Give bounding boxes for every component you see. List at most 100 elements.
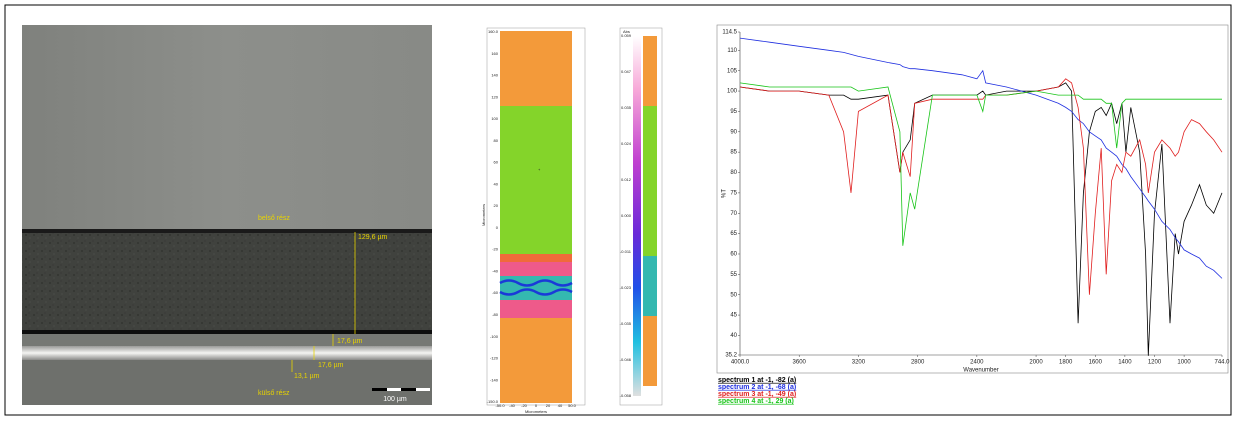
y-tick-label: 114.5 [722, 30, 737, 36]
map-region [643, 36, 657, 106]
edge [22, 330, 432, 334]
y-tick-label: 35.2 [725, 353, 737, 359]
colorbar-tick: 0.012 [621, 177, 632, 182]
map-x-tick: -20 [521, 403, 528, 408]
x-tick-label: 4000.0 [731, 360, 750, 366]
colorbar-tick: -0.011 [620, 249, 632, 254]
map-y-tick: -140 [490, 377, 499, 382]
chart: 35.2 40 45 50 55 60 65 70 75 80 85 90 95 100 105 110 114… [718, 30, 1230, 405]
map-region [500, 300, 572, 318]
frame [4, 4, 1232, 416]
measure-label: 17,6 µm [337, 338, 363, 345]
ir-map: + Micrometers Micrometers Abs 160.0 160 14… [481, 27, 663, 414]
substrate [22, 360, 432, 405]
map-y-tick: -150.0 [487, 399, 499, 404]
x-tick-label: 3200 [852, 360, 866, 366]
y-tick-label: 70 [730, 211, 737, 217]
map-y-tick: 160 [491, 51, 498, 56]
coating-surface [22, 25, 432, 230]
map-region [500, 106, 572, 258]
label: külső rész [258, 390, 290, 397]
map-region [500, 254, 572, 262]
axis-label: Micrometers [481, 204, 486, 226]
metal-strip [22, 346, 432, 360]
y-tick-label: 85 [730, 150, 737, 156]
label: belső rész [258, 215, 290, 222]
spectrum-line [739, 37, 1223, 279]
measure-label: 129,6 µm [358, 234, 387, 241]
x-tick-label: 1000 [1177, 360, 1191, 366]
spectrum-line [739, 78, 1223, 295]
x-tick-label: 3600 [793, 360, 807, 366]
x-tick-label: 744.0 [1214, 360, 1230, 366]
map-region [643, 256, 657, 316]
x-tick-label: 1400 [1118, 360, 1132, 366]
colorbar-title: Abs [623, 29, 630, 34]
map-x-tick: 50.0 [568, 403, 577, 408]
legend-entry: spectrum 2 at -1, -68 (a) [718, 384, 796, 391]
map-region [499, 279, 573, 296]
colorbar-tick: -0.058 [620, 393, 632, 398]
legend-entry: spectrum 1 at -1, -82 (a) [718, 377, 796, 384]
map-y-tick: 100 [491, 116, 498, 121]
map-region [500, 318, 572, 403]
map-y-tick: 120 [491, 94, 498, 99]
y-tick-label: 55 [730, 272, 737, 278]
y-tick-label: 75 [730, 190, 737, 196]
y-tick-label: 60 [730, 252, 737, 258]
map-region [643, 316, 657, 386]
scale-bar [401, 388, 416, 391]
map-x-tick: -50.0 [495, 403, 505, 408]
crosshair: + [538, 167, 541, 172]
measure-label: 17,6 µm [318, 362, 344, 369]
x-tick-label: 1200 [1148, 360, 1162, 366]
x-tick-label: 2400 [970, 360, 984, 366]
map-y-tick: 0 [496, 225, 499, 230]
map-y-tick: 160.0 [488, 29, 499, 34]
y-tick-label: 65 [730, 231, 737, 237]
map-x-tick: -40 [509, 403, 516, 408]
colorbar-tick: 0.047 [621, 69, 632, 74]
y-tick-label: 105 [727, 68, 738, 74]
chart-frame [716, 24, 1229, 374]
legend-entry: spectrum 4 at -1, 29 (a) [718, 398, 794, 405]
y-axis-label: %T [722, 189, 728, 198]
y-tick-label: 95 [730, 109, 737, 115]
map-y-tick: 140 [491, 73, 498, 78]
y-tick-label: 45 [730, 313, 737, 319]
scale-label: 100 µm [383, 396, 407, 403]
map-region [643, 106, 657, 256]
map-region [500, 262, 572, 276]
y-tick-label: 50 [730, 292, 737, 298]
map-y-tick: -80 [492, 312, 499, 317]
map-region [500, 31, 572, 106]
colorbar-tick: 0.000 [621, 213, 632, 218]
micrograph: belső rész 129,6 µm 17,6 µm 17,6 µm 13,1… [22, 25, 432, 405]
colorbar-tick: -0.046 [620, 357, 632, 362]
axis-label: Micrometers [525, 409, 547, 414]
legend-entry: spectrum 3 at -1, -49 (a) [718, 391, 796, 398]
map-y-tick: 80 [494, 138, 499, 143]
colorbar-tick: 0.035 [621, 105, 632, 110]
map-y-tick: -100 [490, 334, 499, 339]
map-y-tick: 60 [494, 160, 499, 165]
measure-label: 13,1 µm [294, 373, 320, 380]
colorbar-tick: 0.024 [621, 141, 632, 146]
x-tick-label: 2800 [911, 360, 925, 366]
colorbar-tick: -0.035 [620, 321, 632, 326]
map-y-tick: -60 [492, 290, 499, 295]
map-y-tick: -120 [490, 356, 499, 361]
scale-bar [372, 388, 387, 391]
map-x-tick: 40 [558, 403, 563, 408]
colorbar-tick: -0.023 [620, 285, 632, 290]
map-x-tick: 0 [535, 403, 538, 408]
map-y-tick: 20 [494, 203, 499, 208]
map-y-tick: -40 [492, 268, 499, 273]
colorbar-tick: 0.059 [621, 33, 632, 38]
map-y-tick: -20 [492, 247, 499, 252]
edge [22, 229, 432, 233]
layer [22, 334, 432, 346]
colorbar [633, 36, 641, 396]
x-tick-label: 1800 [1059, 360, 1073, 366]
